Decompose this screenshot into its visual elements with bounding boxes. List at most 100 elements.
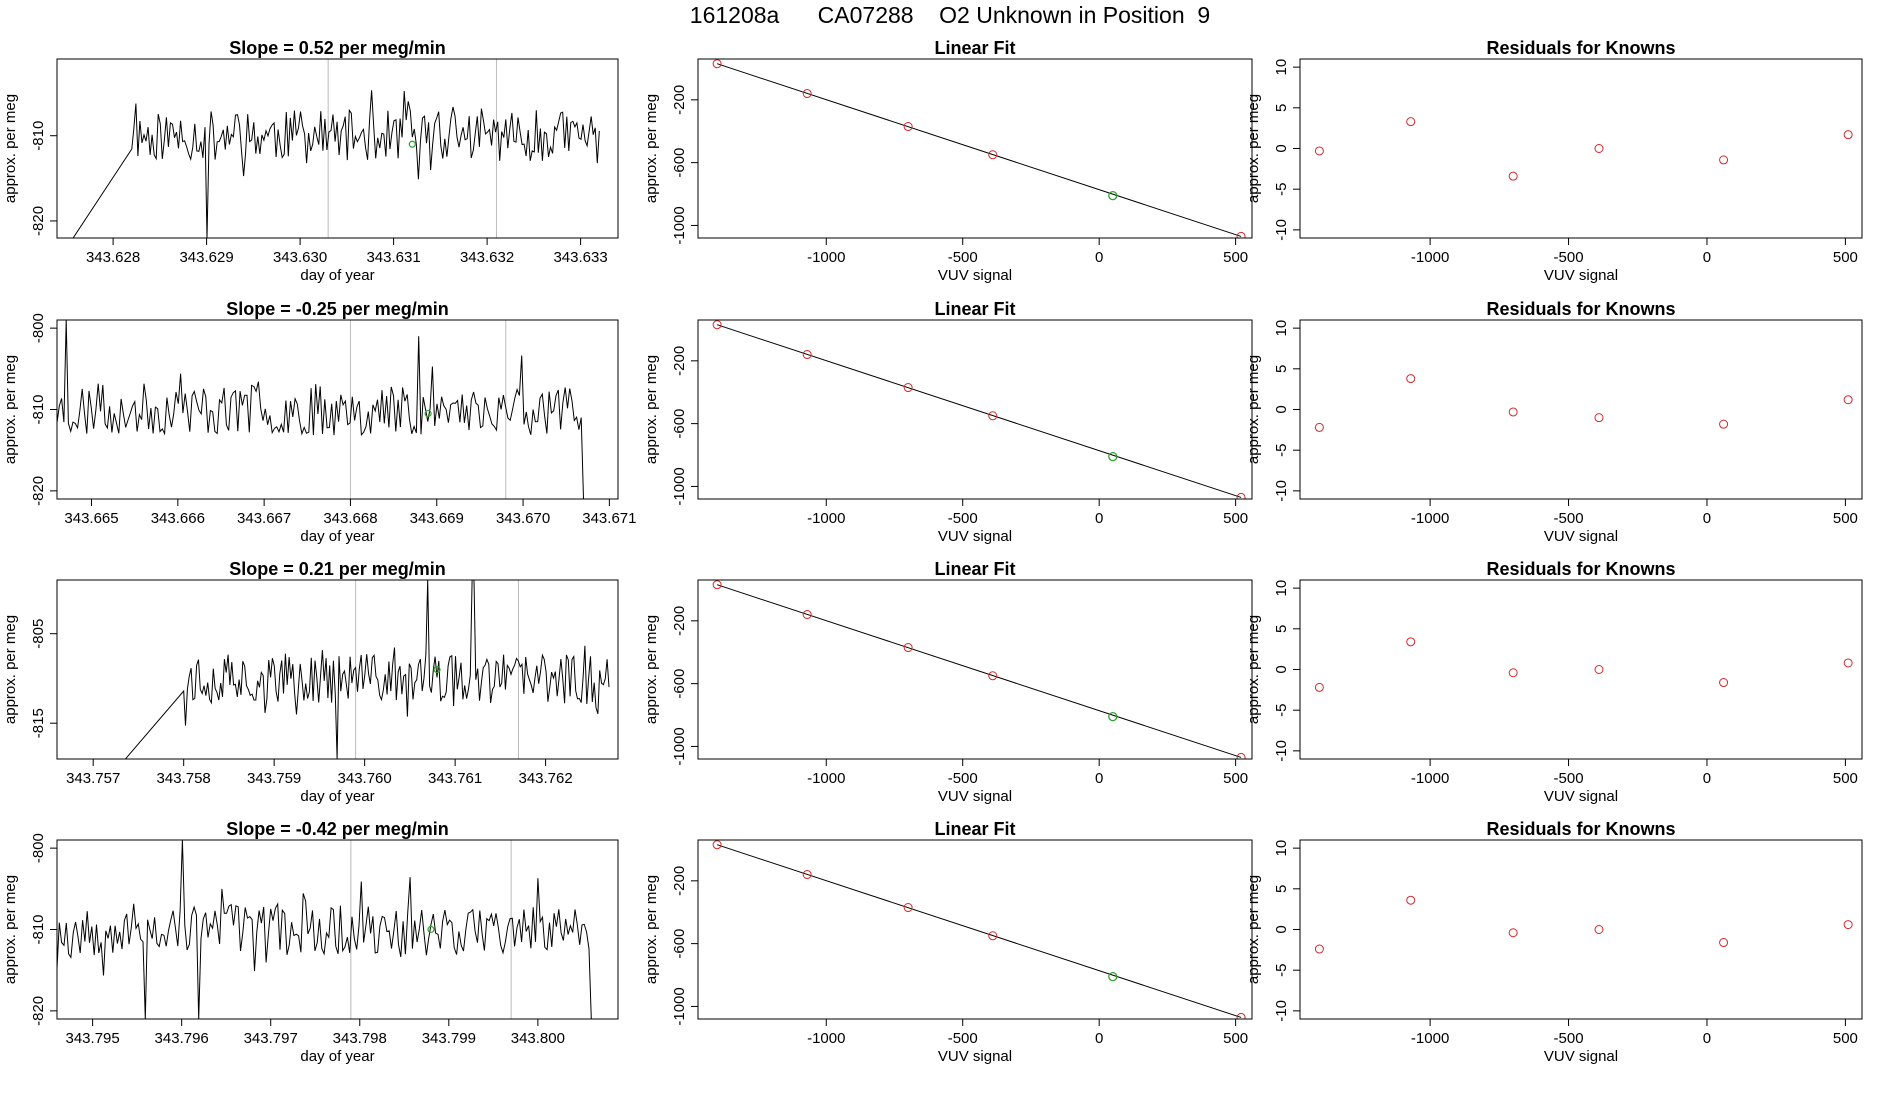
x-tick-label: -1000 [1411, 249, 1449, 266]
x-tick-label: 343.762 [518, 770, 572, 787]
residual-point [1508, 171, 1518, 181]
known-point [903, 383, 913, 393]
y-tick-label: -815 [30, 708, 47, 738]
y-axis-label: approx. per meg [1245, 355, 1262, 464]
plot-frame [56, 58, 619, 239]
plot-area [712, 840, 1246, 1019]
residual-point [1508, 928, 1518, 938]
known-point [712, 580, 722, 590]
known-point [903, 903, 913, 913]
x-tick-label: 343.632 [460, 249, 514, 266]
panel-residuals-row-1: Residuals for Knowns -1000 -500 0 500 10 5 0 -5 -… [1245, 38, 1863, 284]
fit-line [716, 324, 1242, 498]
y-tick-label: -800 [30, 313, 47, 343]
y-axis-label: approx. per meg [643, 94, 660, 203]
y-tick-label: -820 [30, 476, 47, 506]
panel-title: Residuals for Knowns [1486, 819, 1675, 839]
known-point [712, 59, 722, 69]
x-tick-label: 343.758 [157, 770, 211, 787]
x-tick-label: 0 [1095, 1030, 1103, 1047]
x-tick-label: 343.671 [582, 510, 636, 527]
x-tick-label: 343.631 [366, 249, 420, 266]
plot-area [124, 580, 610, 759]
residual-point [1594, 144, 1604, 153]
plot-frame [697, 319, 1253, 500]
x-tick-label: 0 [1095, 249, 1103, 266]
y-axis-label: approx. per meg [1245, 94, 1262, 203]
y-axis-label: approx. per meg [1245, 615, 1262, 724]
x-tick-label: -1000 [807, 249, 845, 266]
x-tick-label: 500 [1833, 249, 1858, 266]
panel-title: Residuals for Knowns [1486, 38, 1675, 58]
plot-area [712, 59, 1246, 238]
panel-title: Residuals for Knowns [1486, 559, 1675, 579]
residual-point [1314, 944, 1324, 954]
known-point [802, 350, 812, 360]
y-tick-label: 0 [1273, 925, 1290, 933]
unknown-point [427, 925, 435, 934]
known-point [988, 671, 998, 681]
x-tick-label: 500 [1833, 510, 1858, 527]
x-axis-label: VUV signal [938, 788, 1012, 805]
known-point [903, 643, 913, 653]
known-point [712, 320, 722, 330]
y-axis-label: approx. per meg [1245, 875, 1262, 984]
y-axis-label: approx. per meg [643, 615, 660, 724]
x-tick-label: -500 [948, 770, 978, 787]
residual-point [1594, 665, 1604, 674]
fit-line [716, 584, 1242, 758]
trace-line [72, 90, 600, 238]
x-axis-label: day of year [300, 528, 374, 545]
plot-frame [697, 58, 1253, 239]
y-tick-label: 0 [1273, 144, 1290, 152]
residual-point [1719, 155, 1729, 165]
known-point [802, 610, 812, 620]
residual-point [1406, 637, 1416, 647]
y-axis-label: approx. per meg [2, 355, 19, 464]
panel-residuals-row-2: Residuals for Knowns -1000 -500 0 500 10 5 0 -5 -… [1245, 299, 1863, 545]
x-tick-label: 343.795 [66, 1030, 120, 1047]
x-axis-label: VUV signal [938, 1048, 1012, 1065]
x-tick-label: -500 [1554, 249, 1584, 266]
y-tick-label: -600 [671, 669, 688, 699]
unknown-point [408, 140, 416, 148]
x-axis-label: day of year [300, 1048, 374, 1065]
residual-point [1314, 682, 1324, 692]
unknown-point [1108, 711, 1118, 722]
x-tick-label: 343.667 [237, 510, 291, 527]
known-point [903, 122, 913, 132]
panel-title: Linear Fit [934, 819, 1015, 839]
x-tick-label: -500 [1554, 770, 1584, 787]
residual-point [1843, 920, 1853, 930]
y-tick-label: -820 [30, 206, 47, 236]
panel-timeseries-row-1: Slope = 0.52 per meg/min 343.628 343.629 34… [2, 38, 619, 284]
x-tick-label: 343.798 [333, 1030, 387, 1047]
residual-point [1406, 895, 1416, 905]
known-point [1236, 492, 1246, 499]
plot-area [712, 580, 1246, 759]
y-tick-label: 5 [1273, 104, 1290, 112]
residual-point [1594, 925, 1604, 934]
y-tick-label: -200 [671, 866, 688, 896]
plot-area [57, 840, 592, 1019]
panel-title: Linear Fit [934, 299, 1015, 319]
y-tick-label: -5 [1273, 964, 1290, 977]
y-tick-label: -600 [671, 148, 688, 178]
plot-frame [1299, 58, 1863, 239]
x-tick-label: -1000 [807, 1030, 845, 1047]
x-tick-label: -1000 [1411, 770, 1449, 787]
x-tick-label: -500 [948, 1030, 978, 1047]
y-tick-label: -810 [30, 121, 47, 151]
x-tick-label: -500 [1554, 510, 1584, 527]
x-tick-label: -1000 [807, 510, 845, 527]
plot-frame [1299, 319, 1863, 500]
x-tick-label: 343.670 [496, 510, 550, 527]
y-tick-label: -1000 [671, 206, 688, 244]
y-tick-label: 10 [1273, 59, 1290, 76]
known-point [1236, 752, 1246, 759]
panel-timeseries-row-3: Slope = 0.21 per meg/min 343.757 343.758 34… [2, 559, 619, 805]
plot-area [72, 59, 600, 238]
y-tick-label: -10 [1273, 740, 1290, 762]
y-tick-label: -600 [671, 409, 688, 439]
